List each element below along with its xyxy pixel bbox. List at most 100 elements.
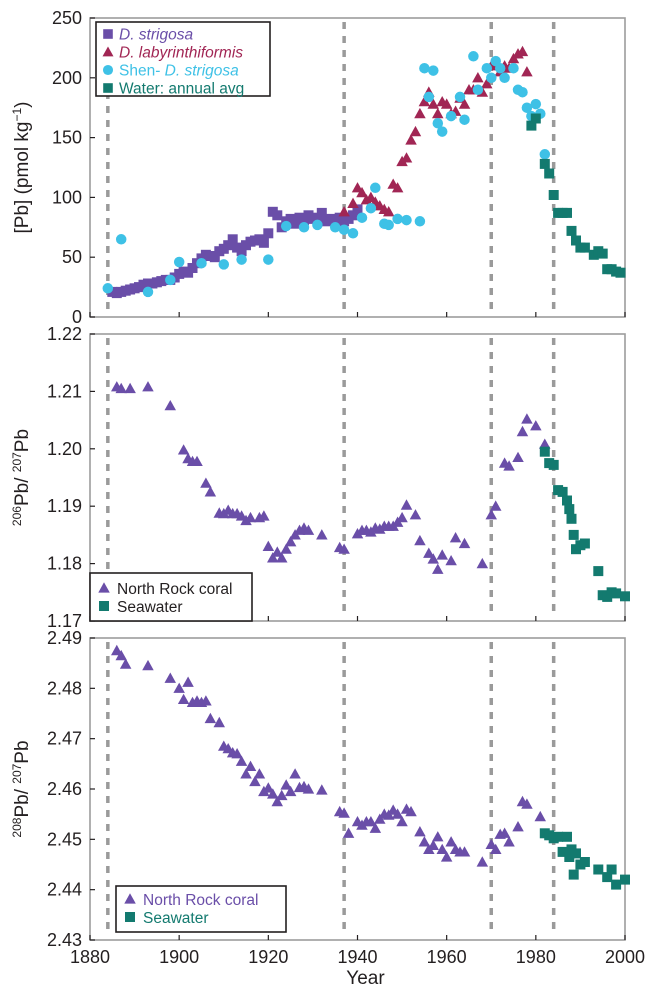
data-point (579, 538, 590, 549)
data-point (593, 566, 604, 577)
panel-1: 0 50 100 150 200 250 [Pb] (pmol kg−1) D. strigo… (10, 8, 626, 327)
data-point (611, 588, 622, 599)
y-tick-label: 2.44 (47, 880, 82, 900)
data-point (276, 789, 288, 801)
x-tick-label: 1900 (159, 947, 199, 967)
data-point (223, 240, 234, 251)
data-point (284, 785, 297, 797)
y-tick-label: 1.19 (47, 496, 82, 516)
data-point (571, 235, 581, 246)
x-tick-label: 1880 (70, 947, 110, 967)
panel-2: 1.17 1.18 1.19 1.20 1.21 1.22 206Pb/ 207Pb Nort… (10, 324, 630, 631)
data-point (267, 552, 279, 563)
data-point (454, 91, 466, 103)
data-point (374, 523, 386, 534)
data-point (459, 114, 470, 125)
data-point (272, 210, 283, 221)
x-axis-label: Year (346, 968, 385, 989)
data-point (231, 748, 243, 759)
data-point (512, 451, 524, 462)
y-tick-label: 0 (72, 307, 82, 327)
data-point (620, 591, 630, 602)
data-point (436, 549, 448, 560)
y-axis-label: 208Pb/ 207Pb (10, 740, 33, 837)
x-tick-label: 1940 (337, 947, 377, 967)
data-point (481, 78, 493, 89)
series-2 (539, 446, 630, 602)
data-point (564, 852, 575, 862)
data-point (182, 676, 194, 687)
data-point (472, 72, 484, 83)
data-point (427, 839, 439, 850)
data-point (177, 444, 190, 455)
data-point (383, 219, 394, 231)
data-point (432, 107, 444, 119)
y-tick-label: 150 (52, 128, 82, 148)
data-point (409, 509, 422, 520)
data-point (486, 72, 497, 84)
data-point (516, 425, 529, 437)
data-point (494, 62, 506, 74)
data-point (553, 831, 564, 842)
legend-marker (102, 46, 114, 57)
data-point (115, 234, 127, 245)
data-point (280, 543, 292, 554)
legend-box (95, 21, 271, 97)
legend-marker (124, 893, 136, 904)
legend-marker (103, 83, 113, 93)
data-point (316, 784, 328, 795)
data-point (579, 242, 590, 253)
data-point (414, 107, 426, 119)
data-point (440, 851, 453, 862)
series-1 (111, 644, 546, 867)
data-point (562, 495, 572, 506)
data-point (119, 658, 132, 669)
data-point (383, 206, 395, 217)
data-point (568, 529, 579, 540)
data-point (356, 212, 368, 223)
data-point (490, 500, 502, 511)
data-point (352, 204, 363, 215)
data-point (342, 827, 355, 838)
data-point (280, 220, 292, 232)
data-point (521, 102, 533, 113)
data-point (276, 552, 288, 563)
data-point (338, 807, 350, 818)
data-point (521, 66, 533, 77)
data-point (124, 382, 136, 394)
x-tick-label: 1960 (427, 947, 467, 967)
y-tick-label: 2.47 (47, 729, 82, 749)
data-point (200, 477, 212, 488)
data-point (240, 514, 252, 526)
data-point (396, 816, 408, 827)
data-point (405, 805, 417, 817)
series-2 (539, 828, 630, 890)
series-3 (102, 51, 551, 298)
data-point (240, 768, 252, 779)
data-point (262, 782, 275, 793)
data-point (606, 864, 617, 875)
data-point (263, 228, 274, 239)
data-point (423, 91, 435, 103)
x-tick-label: 1920 (248, 947, 288, 967)
series-4 (526, 113, 626, 278)
data-point (615, 267, 626, 278)
y-tick-label: 2.46 (47, 779, 82, 799)
data-point (227, 234, 238, 245)
data-point (476, 557, 489, 569)
data-point (516, 45, 529, 57)
y-axis-label: 206Pb/ 207Pb (10, 429, 33, 526)
data-point (267, 788, 279, 799)
data-point (517, 86, 528, 98)
data-point (173, 682, 185, 693)
data-point (177, 693, 190, 704)
data-point (521, 413, 533, 424)
data-point (503, 836, 515, 847)
data-point (566, 513, 577, 524)
data-point (499, 72, 510, 84)
legend-label: D. strigosa (119, 27, 193, 44)
data-point (539, 446, 550, 457)
